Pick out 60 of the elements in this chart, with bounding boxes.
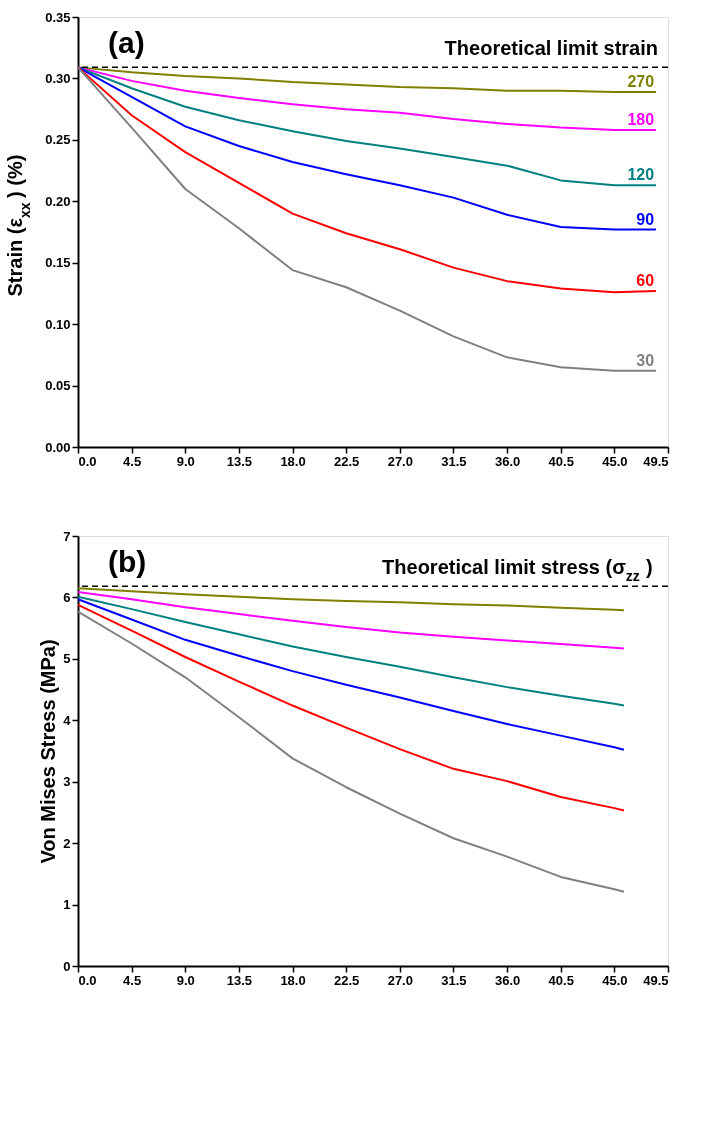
x-tick-label: 13.5 xyxy=(226,453,253,469)
x-tick-label: 40.5 xyxy=(548,453,574,469)
x-tick-label: 31.5 xyxy=(441,453,467,469)
x-tick-label: 36.0 xyxy=(494,453,521,469)
x-tick-label: 36.0 xyxy=(494,972,521,988)
x-tick-label: 13.5 xyxy=(226,972,253,988)
line-series xyxy=(77,598,625,751)
x-tick-label: 45.0 xyxy=(602,453,628,469)
line-series xyxy=(77,610,625,893)
line-series xyxy=(77,66,658,372)
x-tick-label: 31.5 xyxy=(441,972,467,988)
x-tick-label: 45.0 xyxy=(602,972,628,988)
x-tick-label: 9.0 xyxy=(176,972,195,988)
y-tick-label: 0.15 xyxy=(45,255,71,271)
y-tick-label: 0.20 xyxy=(45,193,71,209)
x-tick-label: 40.5 xyxy=(548,972,574,988)
x-tick-label: 0.0 xyxy=(78,453,97,469)
line-series xyxy=(77,603,625,812)
annotation: (b) xyxy=(108,545,147,578)
x-tick-label: 9.0 xyxy=(176,453,195,469)
y-tick-label: 0.30 xyxy=(45,70,71,86)
y-axis-title: Von Mises Stress (MPa) xyxy=(37,639,60,864)
series-label: 30 xyxy=(636,351,655,369)
series-label: 270 xyxy=(627,72,655,90)
series-label: 180 xyxy=(627,111,655,129)
line-series xyxy=(77,590,625,650)
y-tick-label: 1 xyxy=(63,897,71,913)
x-tick-label: 22.5 xyxy=(334,453,360,469)
x-tick-label: 0.0 xyxy=(78,972,97,988)
line-series xyxy=(77,66,658,294)
y-tick-label: 0.10 xyxy=(45,316,71,332)
y-tick-label: 7 xyxy=(63,528,71,544)
x-tick-label: 18.0 xyxy=(280,453,306,469)
y-axis-title: Strain (εxx) (%) xyxy=(4,154,33,297)
x-tick-label: 49.5 xyxy=(643,453,669,469)
y-tick-label: 0.05 xyxy=(45,378,71,394)
x-tick-label: 18.0 xyxy=(280,972,306,988)
x-tick-label: 27.0 xyxy=(387,972,413,988)
x-tick-label: 27.0 xyxy=(387,453,413,469)
annotation: (a) xyxy=(108,26,145,59)
y-tick-label: 2 xyxy=(63,835,71,851)
y-tick-label: 6 xyxy=(63,589,71,605)
y-tick-label: 5 xyxy=(63,651,71,667)
line-series xyxy=(77,66,658,187)
line-series xyxy=(77,587,625,612)
y-tick-label: 0 xyxy=(63,958,71,974)
y-tick-label: 0.35 xyxy=(45,9,71,25)
x-tick-label: 22.5 xyxy=(334,972,360,988)
series-label: 120 xyxy=(627,166,655,184)
y-tick-label: 0.25 xyxy=(45,132,71,148)
ref-line-label: Theoretical limit strain xyxy=(444,37,658,60)
series-label: 60 xyxy=(636,271,655,289)
y-tick-label: 3 xyxy=(63,774,71,790)
x-tick-label: 4.5 xyxy=(123,972,142,988)
y-tick-label: 4 xyxy=(63,712,72,728)
y-tick-label: 0.00 xyxy=(45,439,71,455)
series-label: 90 xyxy=(636,210,655,228)
line-series xyxy=(77,595,625,707)
x-tick-label: 4.5 xyxy=(123,453,142,469)
x-tick-label: 49.5 xyxy=(643,972,669,988)
